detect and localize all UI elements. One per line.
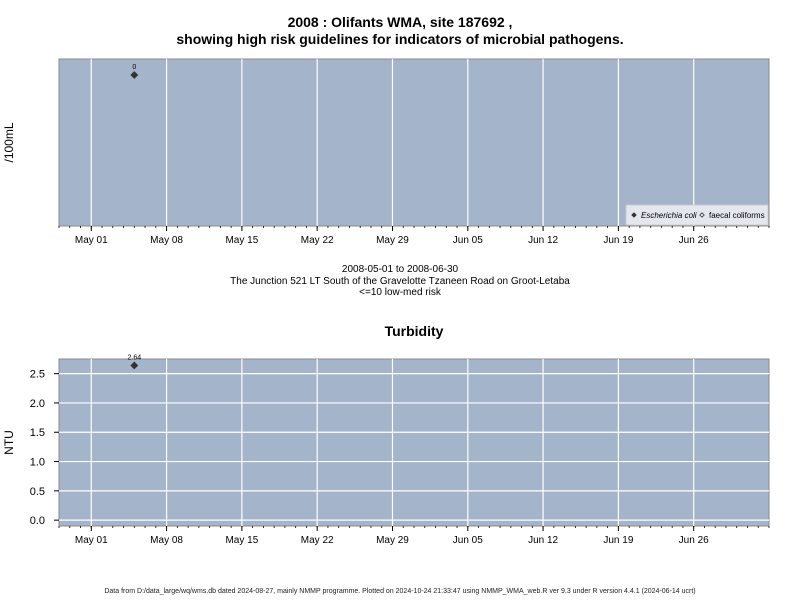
plot-panel bbox=[58, 58, 770, 227]
x-tick-label: Jun 26 bbox=[679, 535, 709, 546]
x-tick-label: Jun 26 bbox=[679, 235, 709, 246]
data-source-footer: Data from D:/data_large/wq/wms.db dated … bbox=[104, 588, 696, 595]
y-axis-label: NTU bbox=[2, 430, 16, 455]
x-tick-label: May 22 bbox=[301, 535, 334, 546]
data-point bbox=[130, 361, 139, 370]
risk-text: <=10 low-med risk bbox=[359, 287, 441, 298]
x-tick-label: Jun 19 bbox=[603, 535, 633, 546]
legend-marker bbox=[631, 212, 637, 218]
y-tick-label: 0.0 bbox=[30, 515, 45, 527]
x-tick-label: Jun 19 bbox=[603, 235, 633, 246]
x-tick-label: Jun 05 bbox=[453, 235, 483, 246]
data-label: 2.64 bbox=[127, 354, 141, 361]
y-tick-label: 0.5 bbox=[30, 486, 45, 498]
chart-title-line2: showing high risk guidelines for indicat… bbox=[176, 31, 624, 47]
site-location-text: The Junction 521 LT South of the Gravelo… bbox=[230, 276, 570, 287]
legend-marker bbox=[699, 212, 705, 218]
y-tick-label: 1.0 bbox=[30, 457, 45, 469]
x-tick-label: May 15 bbox=[225, 535, 258, 546]
x-tick-label: May 22 bbox=[301, 235, 334, 246]
legend-label: faecal coliforms bbox=[709, 211, 765, 220]
x-tick-label: Jun 12 bbox=[528, 235, 558, 246]
date-range-text: 2008-05-01 to 2008-06-30 bbox=[341, 264, 459, 275]
y-axis-label: /100mL bbox=[2, 122, 16, 162]
y-tick-label: 1.5 bbox=[30, 427, 45, 439]
x-tick-label: May 01 bbox=[75, 535, 108, 546]
y-tick-label: 2.5 bbox=[30, 369, 45, 381]
panel-title: Turbidity bbox=[385, 323, 444, 339]
x-tick-label: May 08 bbox=[150, 535, 183, 546]
data-label: 0 bbox=[132, 64, 136, 71]
x-tick-label: May 01 bbox=[75, 235, 108, 246]
legend-label: Escherichia coli bbox=[641, 211, 697, 220]
x-tick-label: Jun 05 bbox=[453, 535, 483, 546]
data-point bbox=[130, 71, 139, 79]
legend-box bbox=[625, 204, 769, 226]
plot-panel bbox=[58, 358, 770, 527]
x-tick-label: Jun 12 bbox=[528, 535, 558, 546]
y-tick-label: 2.0 bbox=[30, 398, 45, 410]
x-tick-label: May 15 bbox=[225, 235, 258, 246]
chart-title-line1: 2008 : Olifants WMA, site 187692 , bbox=[287, 14, 513, 30]
x-tick-label: May 29 bbox=[376, 235, 409, 246]
x-tick-label: May 08 bbox=[150, 235, 183, 246]
x-tick-label: May 29 bbox=[376, 535, 409, 546]
